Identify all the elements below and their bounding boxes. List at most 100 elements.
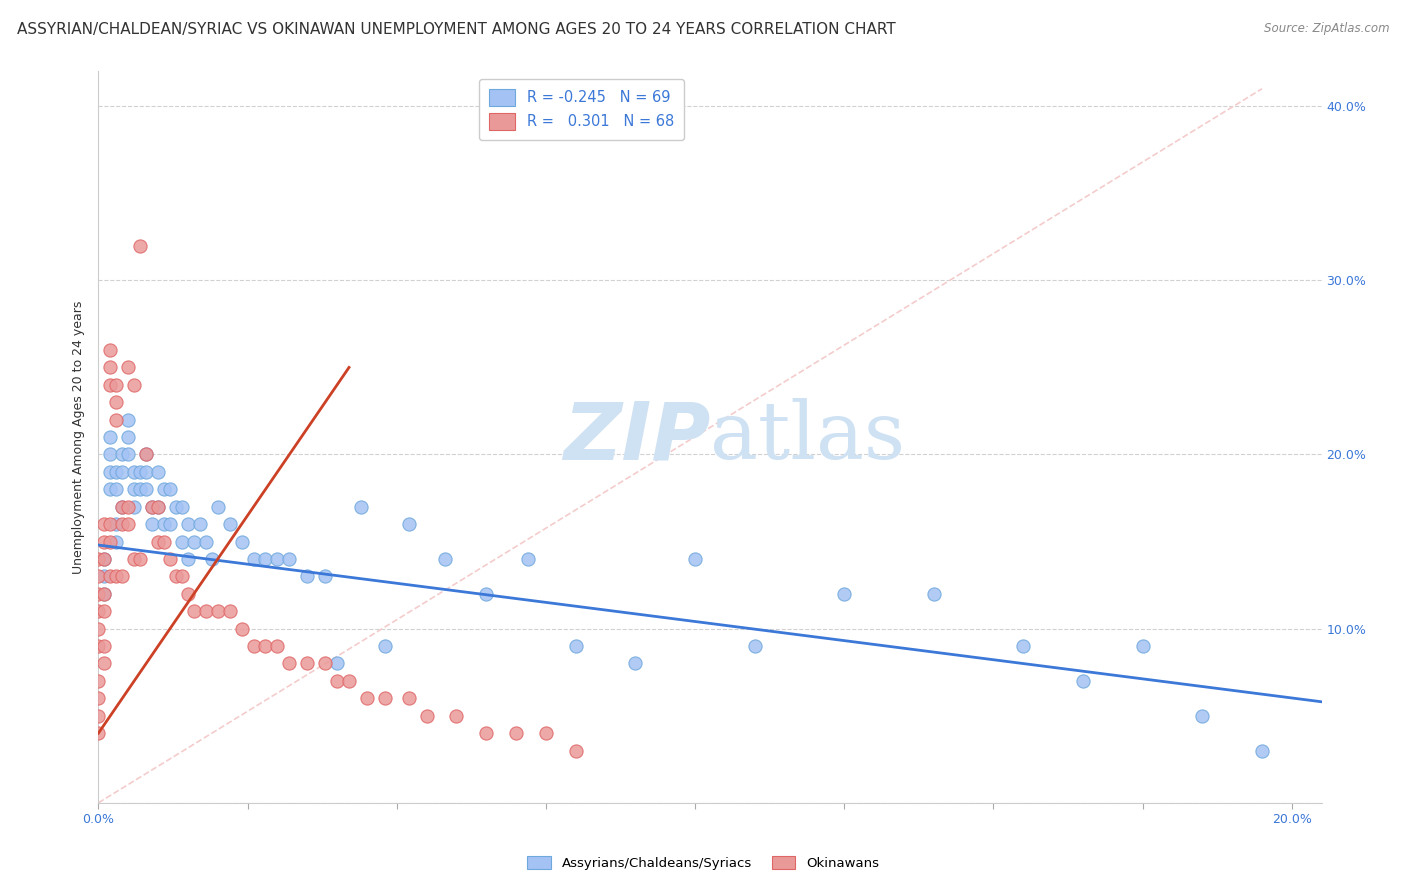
Point (159, 483, 181, 497)
Point (183, 604, 205, 618)
Point (297, 657, 319, 671)
Point (266, 639, 288, 653)
Point (744, 639, 766, 653)
Y-axis label: Unemployment Among Ages 20 to 24 years: Unemployment Among Ages 20 to 24 years (72, 301, 86, 574)
Text: ASSYRIAN/CHALDEAN/SYRIAC VS OKINAWAN UNEMPLOYMENT AMONG AGES 20 TO 24 YEARS CORR: ASSYRIAN/CHALDEAN/SYRIAC VS OKINAWAN UNE… (17, 22, 896, 37)
Point (170, 500, 193, 514)
Point (297, 569, 319, 583)
Point (111, 500, 134, 514)
Point (117, 412, 139, 426)
Point (87, 691, 110, 706)
Point (111, 569, 134, 583)
Point (98, 465, 121, 479)
Point (129, 465, 152, 479)
Point (146, 500, 169, 514)
Point (565, 743, 588, 757)
Point (1132, 639, 1154, 653)
Point (93, 517, 115, 532)
Point (129, 483, 152, 497)
Point (177, 587, 200, 601)
Point (105, 569, 128, 583)
Point (117, 430, 139, 444)
Point (201, 552, 224, 566)
Point (153, 483, 176, 497)
Point (117, 360, 139, 375)
Point (93, 569, 115, 583)
Point (1251, 743, 1274, 757)
Point (93, 587, 115, 601)
Point (218, 604, 240, 618)
Point (129, 238, 152, 252)
Point (446, 708, 468, 723)
Point (105, 483, 128, 497)
Point (135, 483, 157, 497)
Point (98, 430, 121, 444)
Point (98, 517, 121, 532)
Point (93, 534, 115, 549)
Point (87, 673, 110, 688)
Point (135, 448, 157, 462)
Point (105, 534, 128, 549)
Point (111, 500, 134, 514)
Point (433, 552, 456, 566)
Point (415, 708, 437, 723)
Point (266, 552, 288, 566)
Point (122, 552, 145, 566)
Point (218, 517, 240, 532)
Point (374, 639, 396, 653)
Point (170, 534, 193, 549)
Text: atlas: atlas (710, 398, 905, 476)
Point (254, 639, 277, 653)
Point (105, 377, 128, 392)
Point (231, 622, 253, 636)
Point (278, 552, 301, 566)
Point (398, 691, 420, 706)
Point (1012, 639, 1035, 653)
Point (141, 517, 163, 532)
Point (98, 569, 121, 583)
Point (87, 552, 110, 566)
Point (207, 500, 229, 514)
Text: Source: ZipAtlas.com: Source: ZipAtlas.com (1264, 22, 1389, 36)
Point (93, 657, 115, 671)
Point (135, 465, 157, 479)
Point (153, 534, 176, 549)
Point (207, 604, 229, 618)
Point (159, 552, 181, 566)
Point (194, 604, 217, 618)
Point (242, 639, 264, 653)
Point (356, 691, 378, 706)
Point (117, 500, 139, 514)
Point (122, 377, 145, 392)
Point (141, 500, 163, 514)
Point (122, 483, 145, 497)
Point (188, 517, 211, 532)
Point (326, 657, 349, 671)
Text: ZIP: ZIP (562, 398, 710, 476)
Point (87, 726, 110, 740)
Point (505, 726, 527, 740)
Legend: R = -0.245   N = 69, R =   0.301   N = 68: R = -0.245 N = 69, R = 0.301 N = 68 (479, 78, 685, 140)
Point (87, 604, 110, 618)
Legend: Assyrians/Chaldeans/Syriacs, Okinawans: Assyrians/Chaldeans/Syriacs, Okinawans (520, 849, 886, 877)
Point (87, 569, 110, 583)
Point (350, 500, 373, 514)
Point (194, 534, 217, 549)
Point (105, 517, 128, 532)
Point (98, 343, 121, 357)
Point (98, 360, 121, 375)
Point (87, 639, 110, 653)
Point (183, 534, 205, 549)
Point (1191, 708, 1213, 723)
Point (475, 726, 498, 740)
Point (111, 448, 134, 462)
Point (278, 657, 301, 671)
Point (93, 587, 115, 601)
Point (337, 673, 360, 688)
Point (146, 500, 169, 514)
Point (135, 448, 157, 462)
Point (93, 552, 115, 566)
Point (314, 569, 336, 583)
Point (93, 639, 115, 653)
Point (87, 708, 110, 723)
